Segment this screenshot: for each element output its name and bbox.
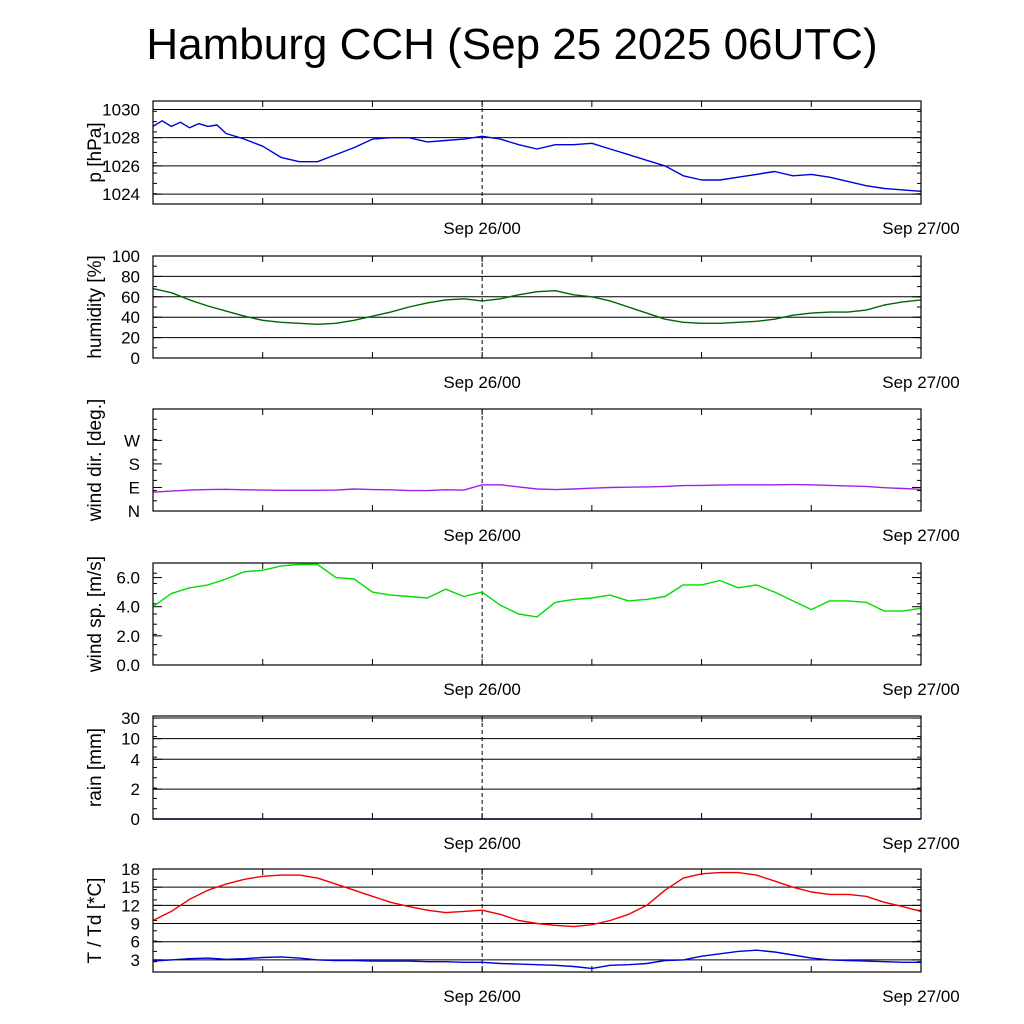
series-line-1 (152, 120, 922, 192)
y-tick-label: 1024 (102, 185, 140, 204)
panel-frame (152, 100, 922, 205)
panel-frame (152, 255, 922, 359)
x-tick-label: Sep 26/00 (443, 680, 521, 699)
x-tick-label: Sep 27/00 (882, 987, 960, 1006)
panel-1: 1024 1026 1028 1030 p [hPa] Sep 26/00 Sep 27/0… (85, 100, 960, 238)
y-tick-label: 0.0 (116, 656, 140, 675)
x-tick-label: Sep 27/00 (882, 680, 960, 699)
y-tick-label: E (129, 478, 140, 497)
y-tick-label: 2.0 (116, 627, 140, 646)
y-tick-label: 30 (121, 709, 140, 728)
y-tick-label: 20 (121, 329, 140, 348)
y-axis-label: humidity [%] (85, 255, 106, 358)
y-tick-label: 0 (131, 349, 140, 368)
x-tick-label: Sep 27/00 (882, 526, 960, 545)
panel-4: 0.0 2.0 4.0 6.0 wind sp. [m/s] Sep 26/00 Sep 2… (85, 556, 960, 699)
x-tick-label: Sep 27/00 (882, 219, 960, 238)
y-tick-label: W (124, 431, 140, 450)
x-tick-label: Sep 26/00 (443, 219, 521, 238)
panel-frame (152, 868, 922, 973)
y-tick-label: 1026 (102, 157, 140, 176)
series-line-1 (152, 871, 922, 928)
y-tick-label: 15 (121, 878, 140, 897)
y-tick-label: 80 (121, 267, 140, 286)
series-line-2 (152, 949, 921, 970)
y-tick-label: 4.0 (116, 598, 140, 617)
panel-5: 0 2 410 30 rain [mm] Sep 26/00 Sep 27/00 (85, 709, 960, 853)
series-line-1 (152, 483, 922, 493)
y-axis-label: wind dir. [deg.] (85, 399, 106, 523)
y-tick-label: 1030 (102, 100, 140, 119)
y-axis-label: p [hPa] (85, 122, 106, 182)
series-line-1 (152, 287, 922, 325)
y-tick-label: 1028 (102, 129, 140, 148)
y-tick-label: N (128, 502, 140, 521)
y-tick-label: 3 (131, 951, 140, 970)
y-tick-label: 40 (121, 308, 140, 327)
y-tick-label: S (129, 455, 140, 474)
x-tick-label: Sep 26/00 (443, 987, 521, 1006)
panel-frame (152, 562, 922, 666)
y-axis-label: wind sp. [m/s] (85, 556, 106, 673)
y-tick-label: 100 (112, 247, 140, 266)
panel-frame (152, 408, 922, 512)
x-tick-label: Sep 26/00 (443, 834, 521, 853)
chart-title: Hamburg CCH (Sep 25 2025 06UTC) (146, 20, 878, 69)
x-tick-label: Sep 26/00 (443, 373, 521, 392)
y-tick-label: 12 (121, 896, 140, 915)
x-tick-label: Sep 27/00 (882, 373, 960, 392)
y-tick-label: 6 (131, 933, 140, 952)
y-tick-label: 10 (121, 730, 140, 749)
panel-frame (152, 715, 922, 820)
y-tick-label: 0 (131, 810, 140, 829)
y-axis-label: rain [mm] (85, 728, 106, 807)
series-line-1 (152, 563, 922, 618)
y-tick-label: 6.0 (116, 569, 140, 588)
x-tick-label: Sep 27/00 (882, 834, 960, 853)
y-tick-label: 60 (121, 288, 140, 307)
y-tick-label: 2 (131, 780, 140, 799)
y-tick-label: 9 (131, 915, 140, 934)
x-tick-label: Sep 26/00 (443, 526, 521, 545)
y-tick-label: 18 (121, 860, 140, 879)
y-axis-label: T / Td [*C] (85, 878, 106, 964)
y-tick-label: 4 (131, 750, 140, 769)
